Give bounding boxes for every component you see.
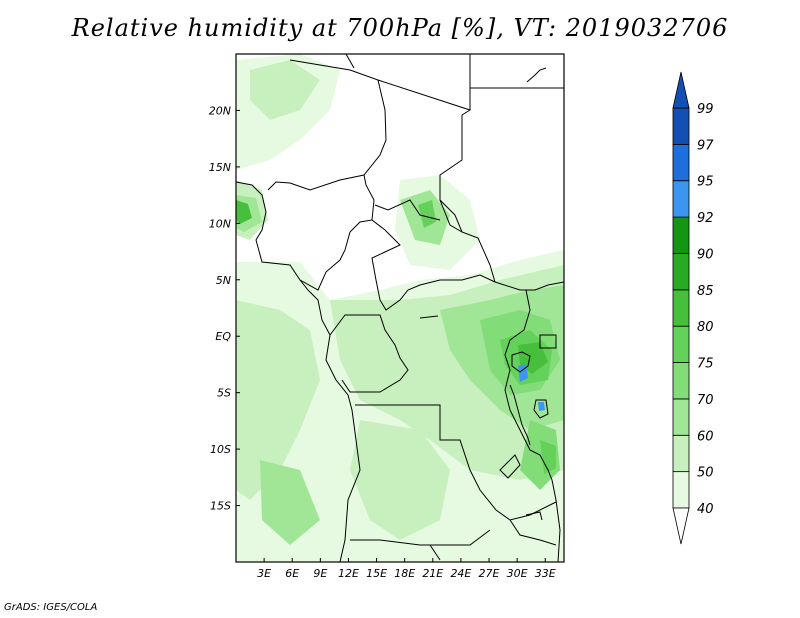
colorbar-label: 70 — [697, 393, 714, 408]
lat-tick-label: EQ — [215, 330, 231, 343]
lon-tick-label: 6E — [285, 567, 299, 580]
colorbar-label: 99 — [697, 102, 714, 117]
colorbar-label: 92 — [697, 211, 714, 226]
colorbar-segment — [672, 325, 690, 363]
lon-tick-label: 3E — [257, 567, 271, 580]
lon-tick-label: 21E — [422, 567, 443, 580]
lon-tick-label: 18E — [394, 567, 415, 580]
lat-tick-label: 5N — [216, 274, 231, 287]
colorbar-segment — [672, 253, 690, 291]
lon-tick-label: 33E — [535, 567, 556, 580]
lon-tick-label: 30E — [507, 567, 528, 580]
lat-tick-label: 5S — [217, 387, 231, 400]
colorbar-label: 50 — [697, 466, 714, 481]
colorbar-label: 95 — [697, 175, 714, 190]
colorbar-label: 85 — [697, 284, 714, 299]
lat-tick-label: 20N — [209, 104, 231, 117]
longitude-axis: 3E 6E 9E 12E 15E 18E 21E 24E 27E 30E 33E — [257, 558, 556, 580]
colorbar-segment — [672, 434, 690, 473]
colorbar-label: 80 — [697, 320, 714, 335]
country-borders — [236, 54, 564, 562]
colorbar-segment — [672, 471, 690, 509]
colorbar-segment — [672, 289, 690, 327]
colorbar-segment — [672, 107, 690, 145]
lon-tick-label: 24E — [450, 567, 471, 580]
map-frame — [235, 53, 565, 563]
colorbar-label: 97 — [697, 138, 714, 153]
colorbar-segment — [672, 216, 690, 254]
colorbar-legend: 40 50 60 70 75 80 85 90 92 95 97 99 — [672, 71, 714, 545]
lon-tick-label: 9E — [313, 567, 327, 580]
colorbar-high-arrow — [672, 71, 690, 109]
map-plot-area — [235, 53, 565, 563]
lat-tick-label: 15S — [210, 500, 231, 513]
colorbar-segment — [672, 143, 690, 182]
lat-tick-label: 10N — [209, 217, 231, 230]
lon-tick-label: 27E — [479, 567, 500, 580]
colorbar-low-arrow — [672, 507, 690, 545]
lat-tick-label: 15N — [209, 161, 231, 174]
lat-tick-label: 10S — [210, 443, 231, 456]
latitude-axis: 20N 15N 10N 5N EQ 5S 10S 15S — [209, 104, 240, 513]
colorbar-segment — [672, 362, 690, 400]
colorbar-label: 40 — [697, 502, 714, 517]
colorbar-segment — [672, 398, 690, 436]
colorbar-label: 90 — [697, 247, 714, 262]
map-title: Relative humidity at 700hPa [%], VT: 201… — [71, 14, 729, 42]
colorbar-segment — [672, 180, 690, 218]
colorbar-label: 60 — [697, 429, 714, 444]
lon-tick-label: 15E — [366, 567, 387, 580]
lakes — [419, 315, 557, 521]
grads-credit: GrADS: IGES/COLA — [4, 602, 98, 613]
lon-tick-label: 12E — [338, 567, 359, 580]
colorbar-label: 75 — [697, 357, 714, 372]
